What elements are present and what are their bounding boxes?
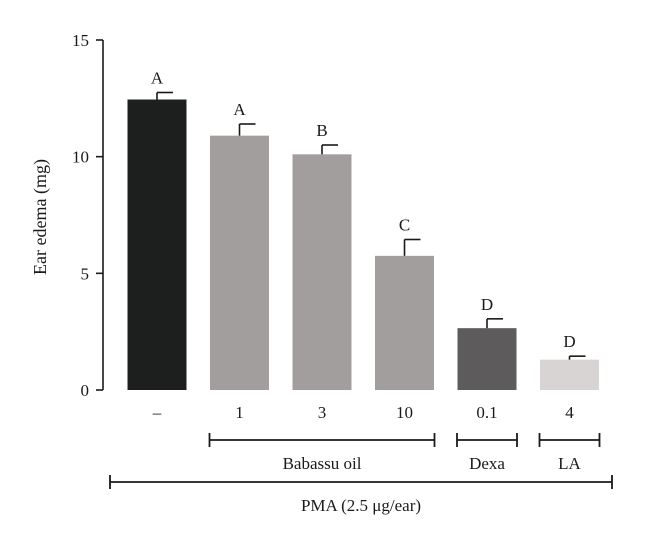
bar <box>540 359 599 390</box>
bar <box>457 328 517 390</box>
bar <box>127 99 187 390</box>
group-bracket-label: Dexa <box>469 454 505 473</box>
y-tick-label: 15 <box>72 31 89 50</box>
significance-letter: A <box>233 100 246 119</box>
y-tick-label: 10 <box>72 148 89 167</box>
group-brackets: Babassu oil Dexa LA PMA (2.5 μg/ear) <box>109 433 613 515</box>
category-label: 0.1 <box>476 403 497 422</box>
bar <box>210 135 269 390</box>
category-label: 4 <box>565 403 574 422</box>
category-label: 3 <box>318 403 327 422</box>
significance-letter: B <box>316 121 327 140</box>
bar <box>375 255 434 390</box>
y-axis-label: Ear edema (mg) <box>30 159 51 275</box>
y-axis: 0 5 10 15 <box>72 31 104 400</box>
group-bracket-label: Babassu oil <box>283 454 362 473</box>
bars-group: A A B C D D <box>127 69 599 390</box>
category-label: 1 <box>235 403 244 422</box>
y-tick-label: 0 <box>81 381 90 400</box>
significance-letter: D <box>481 295 493 314</box>
treatment-bracket-label: PMA (2.5 μg/ear) <box>301 496 421 515</box>
significance-letter: A <box>151 69 164 88</box>
category-labels: – 1 3 10 0.1 4 <box>152 403 575 422</box>
category-label: 10 <box>396 403 413 422</box>
y-tick-label: 5 <box>81 264 90 283</box>
category-label: – <box>152 403 162 422</box>
group-bracket-label: LA <box>558 454 581 473</box>
significance-letter: C <box>399 216 410 235</box>
bar <box>292 154 352 390</box>
significance-letter: D <box>563 332 575 351</box>
